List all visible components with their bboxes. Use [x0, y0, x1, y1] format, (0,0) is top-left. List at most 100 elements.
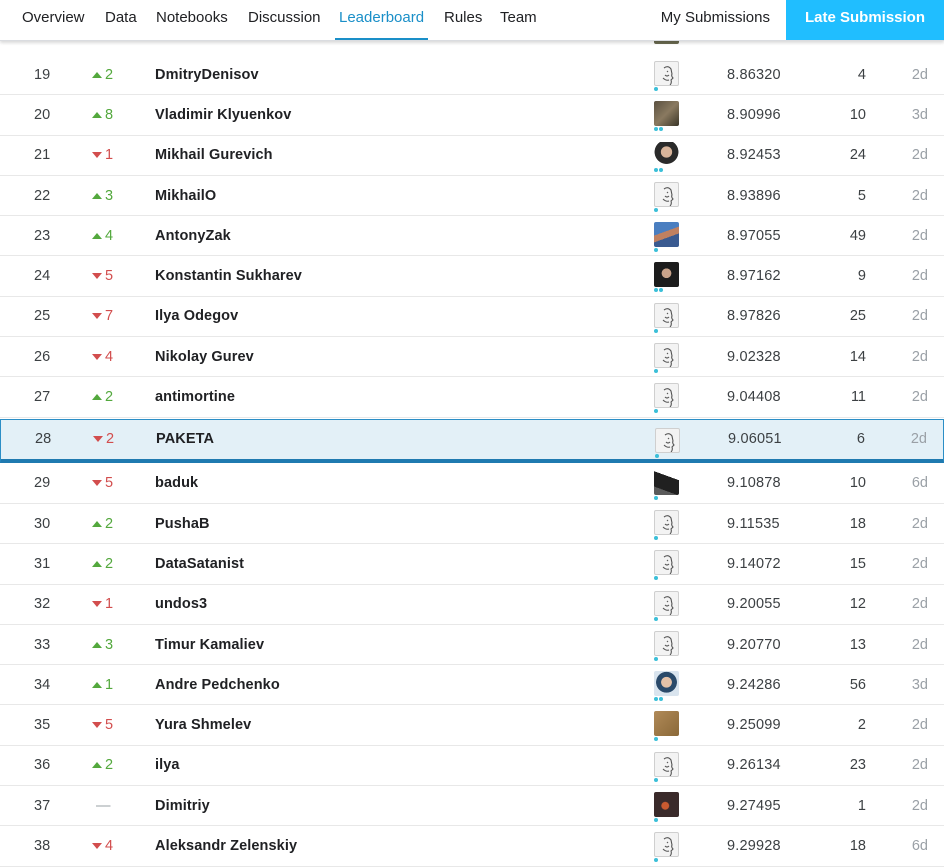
member-dot [654, 87, 658, 91]
arrow-up-icon [92, 520, 102, 527]
default-avatar-icon[interactable] [654, 302, 679, 328]
team-members-indicator [655, 453, 659, 458]
default-avatar-icon[interactable] [654, 751, 679, 777]
my-team-row[interactable]: 28 2 PAKETA 9.06051 6 2d [0, 418, 944, 463]
team-name[interactable]: Ilya Odegov [155, 308, 239, 325]
entries-cell: 18 [849, 515, 866, 532]
team-name[interactable]: Aleksandr Zelenskiy [155, 837, 298, 854]
table-row[interactable]: 25 7 Ilya Odegov 8.97826 25 2d [0, 297, 944, 338]
team-name[interactable]: baduk [155, 475, 199, 492]
team-name[interactable]: Nikolay Gurev [155, 348, 254, 365]
default-avatar-icon[interactable] [654, 181, 679, 207]
rank-cell: 20 [34, 106, 51, 123]
late-submission-button[interactable]: Late Submission [786, 0, 944, 40]
table-row[interactable]: 20 8 Vladimir Klyuenkov 8.90996 10 3d [0, 95, 944, 136]
team-name[interactable]: PAKETA [156, 431, 215, 448]
default-avatar-icon[interactable] [654, 630, 679, 656]
last-submission-cell: 2d [911, 717, 928, 734]
table-row[interactable]: 38 4 Aleksandr Zelenskiy 9.29928 18 6d [0, 826, 944, 867]
tab-data[interactable]: Data [105, 9, 137, 26]
photo-avatar-icon[interactable] [654, 792, 679, 818]
competition-nav: Overview Data Notebooks Discussion Leade… [0, 0, 944, 41]
team-name[interactable]: DataSatanist [155, 555, 245, 572]
team-name[interactable]: Andre Pedchenko [155, 676, 280, 693]
rank-cell: 28 [35, 431, 52, 448]
table-row[interactable]: 34 1 Andre Pedchenko 9.24286 56 3d [0, 665, 944, 706]
table-row[interactable]: 22 3 MikhailO 8.93896 5 2d [0, 176, 944, 217]
default-avatar-icon[interactable] [654, 383, 679, 409]
table-row[interactable]: 23 4 AntonyZak 8.97055 49 2d [0, 216, 944, 257]
default-avatar-icon[interactable] [654, 509, 679, 535]
team-name[interactable]: Vladimir Klyuenkov [155, 106, 292, 123]
table-row[interactable]: 37 — Dimitriy 9.27495 1 2d [0, 786, 944, 827]
team-members-indicator [654, 328, 658, 333]
rank-change-value: 7 [105, 308, 114, 325]
rank-cell: 26 [34, 348, 51, 365]
rank-change: 4 [92, 216, 113, 255]
team-members-indicator [654, 495, 658, 500]
team-name[interactable]: Konstantin Sukharev [155, 268, 302, 285]
tab-overview[interactable]: Overview [22, 9, 85, 26]
table-row[interactable]: 36 2 ilya 9.26134 23 2d [0, 746, 944, 787]
photo-avatar-icon[interactable] [654, 711, 679, 737]
entries-cell: 10 [849, 106, 866, 123]
photo-avatar-icon[interactable] [654, 141, 679, 167]
table-row[interactable]: 26 4 Nikolay Gurev 9.02328 14 2d [0, 337, 944, 378]
score-cell: 8.92453 [727, 147, 781, 164]
table-row[interactable]: 21 1 Mikhail Gurevich 8.92453 24 2d [0, 136, 944, 176]
last-submission-cell: 2d [911, 66, 928, 83]
table-row[interactable]: 27 2 antimortine 9.04408 11 2d [0, 377, 944, 418]
default-avatar-icon[interactable] [654, 343, 679, 369]
team-name[interactable]: MikhailO [155, 187, 217, 204]
rank-change: 3 [92, 625, 113, 664]
table-row[interactable]: 24 5 Konstantin Sukharev 8.97162 9 2d [0, 256, 944, 297]
tab-leaderboard[interactable]: Leaderboard [334, 0, 429, 40]
table-row[interactable]: 31 2 DataSatanist 9.14072 15 2d [0, 544, 944, 585]
team-name[interactable]: undos3 [155, 596, 208, 613]
last-submission-cell: 6d [911, 475, 928, 492]
photo-avatar-icon[interactable] [654, 222, 679, 248]
table-row[interactable]: 33 3 Timur Kamaliev 9.20770 13 2d [0, 625, 944, 666]
default-avatar-icon[interactable] [654, 590, 679, 616]
last-submission-cell: 2d [911, 147, 928, 164]
table-row[interactable]: 30 2 PushaB 9.11535 18 2d [0, 504, 944, 545]
photo-avatar-icon[interactable] [654, 671, 679, 697]
team-name[interactable]: DmitryDenisov [155, 66, 259, 83]
team-name[interactable]: ilya [155, 757, 180, 774]
entries-cell: 11 [850, 389, 866, 406]
default-avatar-icon[interactable] [654, 832, 679, 858]
rank-change: 2 [93, 420, 114, 459]
rank-change: 1 [92, 585, 113, 624]
score-cell: 8.90996 [727, 106, 781, 123]
tab-team[interactable]: Team [500, 9, 537, 26]
tab-rules[interactable]: Rules [444, 9, 483, 26]
entries-cell: 56 [849, 676, 866, 693]
rank-cell: 21 [34, 147, 51, 164]
team-name[interactable]: Timur Kamaliev [155, 636, 265, 653]
photo-avatar-icon[interactable] [654, 469, 679, 495]
tab-notebooks[interactable]: Notebooks [156, 9, 228, 26]
rank-change: 2 [92, 504, 113, 543]
tab-discussion[interactable]: Discussion [248, 9, 321, 26]
default-avatar-icon[interactable] [654, 61, 679, 86]
photo-avatar-icon[interactable] [654, 101, 679, 127]
team-members-indicator [654, 207, 658, 212]
team-name[interactable]: Yura Shmelev [155, 717, 252, 734]
my-submissions-link[interactable]: My Submissions [660, 9, 770, 26]
team-name[interactable]: Dimitriy [155, 797, 210, 814]
default-avatar-icon[interactable] [655, 427, 680, 453]
team-name[interactable]: PushaB [155, 515, 210, 532]
table-row[interactable]: 19 2 DmitryDenisov 8.86320 4 2d [0, 55, 944, 96]
score-cell: 8.97055 [727, 227, 781, 244]
member-dot [654, 535, 658, 540]
rank-change: 5 [92, 256, 113, 295]
table-row[interactable]: 29 5 baduk 9.10878 10 6d [0, 464, 944, 504]
default-avatar-icon[interactable] [654, 550, 679, 576]
team-members-indicator [654, 697, 663, 702]
team-name[interactable]: AntonyZak [155, 227, 231, 244]
photo-avatar-icon[interactable] [654, 262, 679, 288]
team-name[interactable]: antimortine [155, 389, 236, 406]
table-row[interactable]: 32 1 undos3 9.20055 12 2d [0, 585, 944, 625]
table-row[interactable]: 35 5 Yura Shmelev 9.25099 2 2d [0, 705, 944, 746]
team-name[interactable]: Mikhail Gurevich [155, 147, 273, 164]
